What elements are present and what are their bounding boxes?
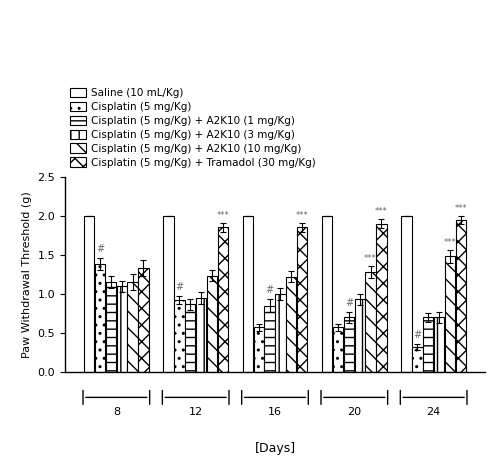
Bar xyxy=(138,268,148,372)
Bar xyxy=(322,216,332,372)
Y-axis label: Paw Withdrawal Threshold (g): Paw Withdrawal Threshold (g) xyxy=(22,191,32,358)
Bar xyxy=(128,282,138,372)
Bar xyxy=(254,327,264,372)
Text: #: # xyxy=(266,286,274,295)
Text: #: # xyxy=(345,298,353,308)
Bar xyxy=(196,298,206,372)
Bar xyxy=(174,300,184,372)
Bar xyxy=(376,224,386,372)
Bar xyxy=(218,227,228,372)
Text: #: # xyxy=(176,282,184,292)
Bar xyxy=(344,317,354,372)
Bar xyxy=(207,276,217,372)
Bar xyxy=(84,216,94,372)
Bar xyxy=(106,282,116,372)
Bar xyxy=(423,317,434,372)
Bar xyxy=(366,272,376,372)
Bar xyxy=(445,256,455,372)
Bar xyxy=(264,306,274,372)
Bar xyxy=(164,216,173,372)
Bar xyxy=(434,317,444,372)
Bar xyxy=(333,327,343,372)
Text: #: # xyxy=(414,330,422,340)
Text: #: # xyxy=(96,244,104,254)
Legend: Saline (10 mL/Kg), Cisplatin (5 mg/Kg), Cisplatin (5 mg/Kg) + A2K10 (1 mg/Kg), C: Saline (10 mL/Kg), Cisplatin (5 mg/Kg), … xyxy=(70,88,316,167)
Text: ***: *** xyxy=(454,204,467,213)
Text: ***: *** xyxy=(375,207,388,216)
Bar xyxy=(286,277,296,372)
Bar xyxy=(185,304,196,372)
Bar xyxy=(354,299,365,372)
Bar xyxy=(95,264,105,372)
Bar xyxy=(116,286,127,372)
Bar xyxy=(412,347,422,372)
Bar xyxy=(276,294,285,372)
Bar xyxy=(242,216,253,372)
Text: ***: *** xyxy=(216,211,229,219)
Text: ***: *** xyxy=(364,253,377,263)
Bar xyxy=(402,216,411,372)
Bar xyxy=(456,219,466,372)
Bar xyxy=(297,227,308,372)
Text: ***: *** xyxy=(296,211,308,219)
X-axis label: [Days]: [Days] xyxy=(254,442,296,455)
Text: ***: *** xyxy=(444,238,456,247)
